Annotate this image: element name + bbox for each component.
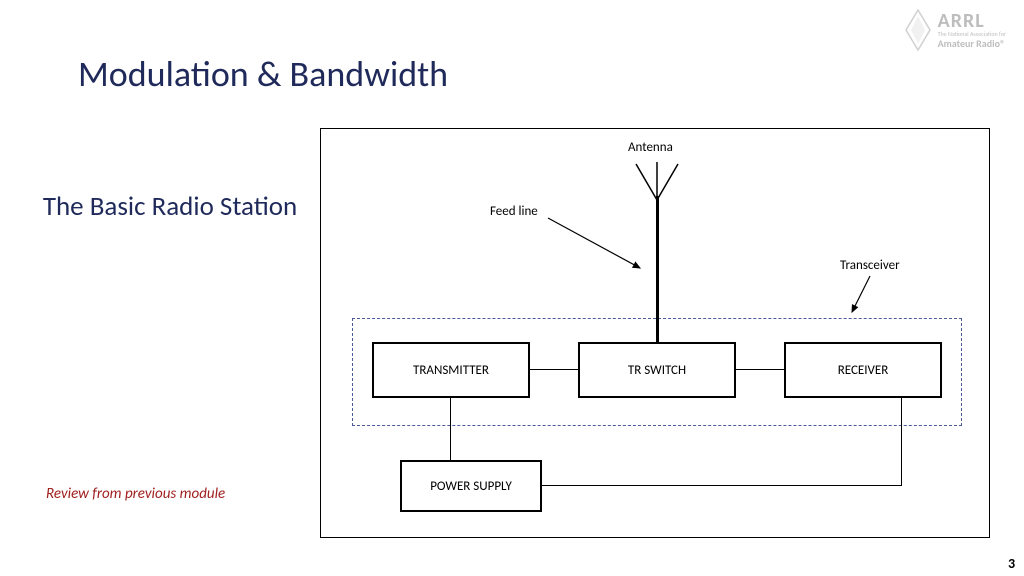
page-subtitle: The Basic Radio Station [40,190,300,223]
trswitch-box: TR SWITCH [578,342,736,398]
line-ps-right [542,485,902,486]
logo-line1: ARRL [938,11,1006,31]
trswitch-label: TR SWITCH [628,363,686,378]
transmitter-box: TRANSMITTER [372,342,530,398]
arrl-logo: ARRL The National Association for Amateu… [904,8,1006,52]
line-tx-sw [530,369,578,370]
page-title: Modulation & Bandwidth [78,52,448,96]
diamond-icon [904,8,932,52]
receiver-box: RECEIVER [784,342,942,398]
review-note: Review from previous module [46,485,225,503]
line-feedline [656,196,659,342]
logo-text: ARRL The National Association for Amateu… [938,11,1006,49]
line-tx-ps [450,398,451,460]
logo-line3: Amateur Radio® [938,38,1006,49]
receiver-label: RECEIVER [838,363,889,378]
page-number: 3 [1008,555,1015,572]
transceiver-label: Transceiver [840,258,900,273]
line-ps-up [901,398,902,486]
powersupply-box: POWER SUPPLY [400,460,542,512]
powersupply-label: POWER SUPPLY [430,479,512,494]
feedline-label: Feed line [490,204,538,219]
antenna-label: Antenna [628,140,673,155]
line-sw-rx [736,369,784,370]
transmitter-label: TRANSMITTER [413,363,489,378]
